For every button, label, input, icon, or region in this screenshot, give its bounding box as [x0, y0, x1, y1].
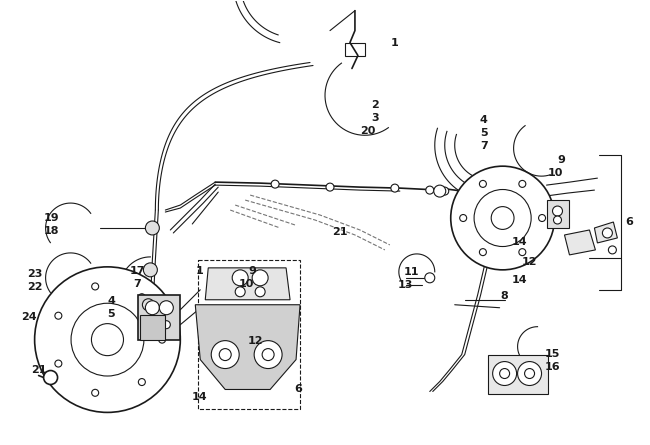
Circle shape	[554, 216, 562, 224]
Text: 4: 4	[107, 296, 116, 306]
Circle shape	[262, 348, 274, 360]
Circle shape	[326, 183, 334, 191]
Text: 23: 23	[27, 269, 42, 279]
Text: 7: 7	[480, 141, 488, 151]
Circle shape	[254, 340, 282, 368]
Text: 11: 11	[404, 267, 419, 277]
Circle shape	[391, 184, 399, 192]
Text: 1: 1	[196, 266, 203, 276]
Polygon shape	[547, 200, 569, 228]
Text: 2: 2	[371, 101, 379, 110]
Circle shape	[525, 368, 534, 379]
Circle shape	[491, 206, 514, 230]
Text: 1: 1	[391, 37, 398, 48]
Text: 6: 6	[625, 217, 633, 227]
Circle shape	[159, 336, 166, 343]
Text: 10: 10	[239, 279, 254, 289]
Circle shape	[271, 180, 279, 188]
Text: 24: 24	[21, 312, 36, 322]
Circle shape	[92, 283, 99, 290]
Circle shape	[159, 301, 174, 315]
Text: 13: 13	[398, 280, 413, 290]
Circle shape	[552, 206, 562, 216]
Circle shape	[55, 312, 62, 319]
Text: 21: 21	[31, 364, 46, 375]
Circle shape	[138, 294, 146, 301]
Text: 10: 10	[548, 168, 563, 178]
Circle shape	[92, 389, 99, 396]
Text: 4: 4	[480, 115, 488, 125]
Circle shape	[426, 186, 434, 194]
Circle shape	[92, 324, 124, 356]
Circle shape	[55, 360, 62, 367]
Text: 9: 9	[558, 155, 566, 165]
Circle shape	[608, 246, 616, 254]
Circle shape	[219, 348, 231, 360]
Text: 20: 20	[360, 126, 376, 136]
Circle shape	[425, 273, 435, 283]
Text: 17: 17	[129, 266, 145, 276]
Circle shape	[252, 270, 268, 286]
Circle shape	[211, 340, 239, 368]
Circle shape	[500, 368, 510, 379]
Circle shape	[44, 371, 58, 384]
Circle shape	[144, 263, 157, 277]
Circle shape	[519, 180, 526, 187]
Text: 14: 14	[512, 275, 527, 285]
Circle shape	[474, 190, 531, 247]
Text: 19: 19	[44, 213, 59, 223]
Circle shape	[162, 321, 170, 329]
Polygon shape	[564, 230, 595, 255]
Circle shape	[460, 214, 467, 222]
Text: 22: 22	[27, 282, 42, 292]
Text: 3: 3	[371, 113, 379, 123]
Circle shape	[148, 321, 157, 329]
Polygon shape	[594, 222, 618, 243]
Polygon shape	[195, 305, 300, 389]
Circle shape	[434, 185, 446, 197]
Circle shape	[34, 267, 180, 413]
Text: 14: 14	[192, 392, 207, 402]
Polygon shape	[138, 295, 180, 340]
Circle shape	[71, 303, 144, 376]
Circle shape	[450, 166, 554, 270]
Text: 12: 12	[248, 336, 263, 346]
Polygon shape	[140, 315, 165, 340]
Circle shape	[480, 249, 486, 255]
Circle shape	[441, 187, 448, 195]
Text: 15: 15	[545, 348, 560, 359]
Circle shape	[146, 301, 159, 315]
Circle shape	[603, 228, 612, 238]
Text: 14: 14	[512, 237, 527, 247]
Circle shape	[146, 221, 159, 235]
Circle shape	[519, 249, 526, 255]
Text: 7: 7	[133, 279, 141, 289]
Circle shape	[480, 180, 486, 187]
Text: 18: 18	[44, 226, 59, 236]
Text: 8: 8	[500, 291, 508, 301]
Circle shape	[493, 362, 517, 385]
Text: 12: 12	[522, 257, 538, 267]
Circle shape	[138, 379, 146, 385]
Circle shape	[517, 362, 541, 385]
Text: 5: 5	[108, 309, 115, 319]
Text: 6: 6	[294, 384, 302, 394]
Text: 9: 9	[248, 266, 256, 276]
Polygon shape	[488, 355, 547, 394]
Circle shape	[539, 214, 545, 222]
Circle shape	[255, 287, 265, 297]
Text: 21: 21	[332, 227, 348, 237]
Circle shape	[142, 299, 154, 311]
Polygon shape	[205, 268, 290, 300]
Circle shape	[232, 270, 248, 286]
Circle shape	[235, 287, 245, 297]
Text: 16: 16	[545, 361, 560, 372]
Text: 5: 5	[480, 128, 488, 138]
